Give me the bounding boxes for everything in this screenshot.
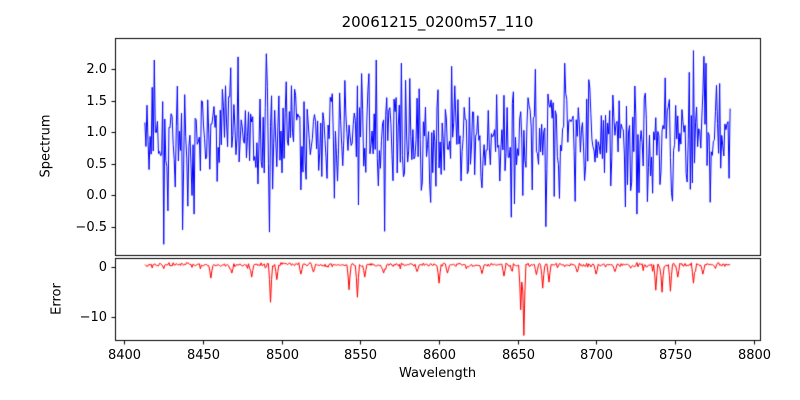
- x-tick-label: 8650: [501, 348, 536, 363]
- chart-title: 20061215_0200m57_110: [341, 13, 534, 31]
- y-tick-label: 1.5: [86, 93, 107, 109]
- x-tick-label: 8550: [343, 348, 378, 363]
- y-tick-label: −0.5: [75, 219, 107, 235]
- x-tick-label: 8800: [737, 348, 772, 363]
- x-tick-label: 8450: [186, 348, 221, 363]
- y-tick-label: −10: [79, 309, 107, 325]
- y-tick-label: 0: [98, 259, 107, 275]
- y-tick-label: 2.0: [86, 61, 107, 77]
- y-tick-label: 0.0: [86, 187, 107, 203]
- y-tick-label: 0.5: [86, 156, 107, 172]
- x-tick-label: 8700: [579, 348, 614, 363]
- x-axis-label: Wavelength: [398, 366, 477, 381]
- x-tick-label: 8400: [107, 348, 142, 363]
- x-tick-label: 8600: [422, 348, 457, 363]
- x-tick-label: 8750: [658, 348, 693, 363]
- x-tick-label: 8500: [265, 348, 300, 363]
- y-tick-label: 1.0: [86, 124, 107, 140]
